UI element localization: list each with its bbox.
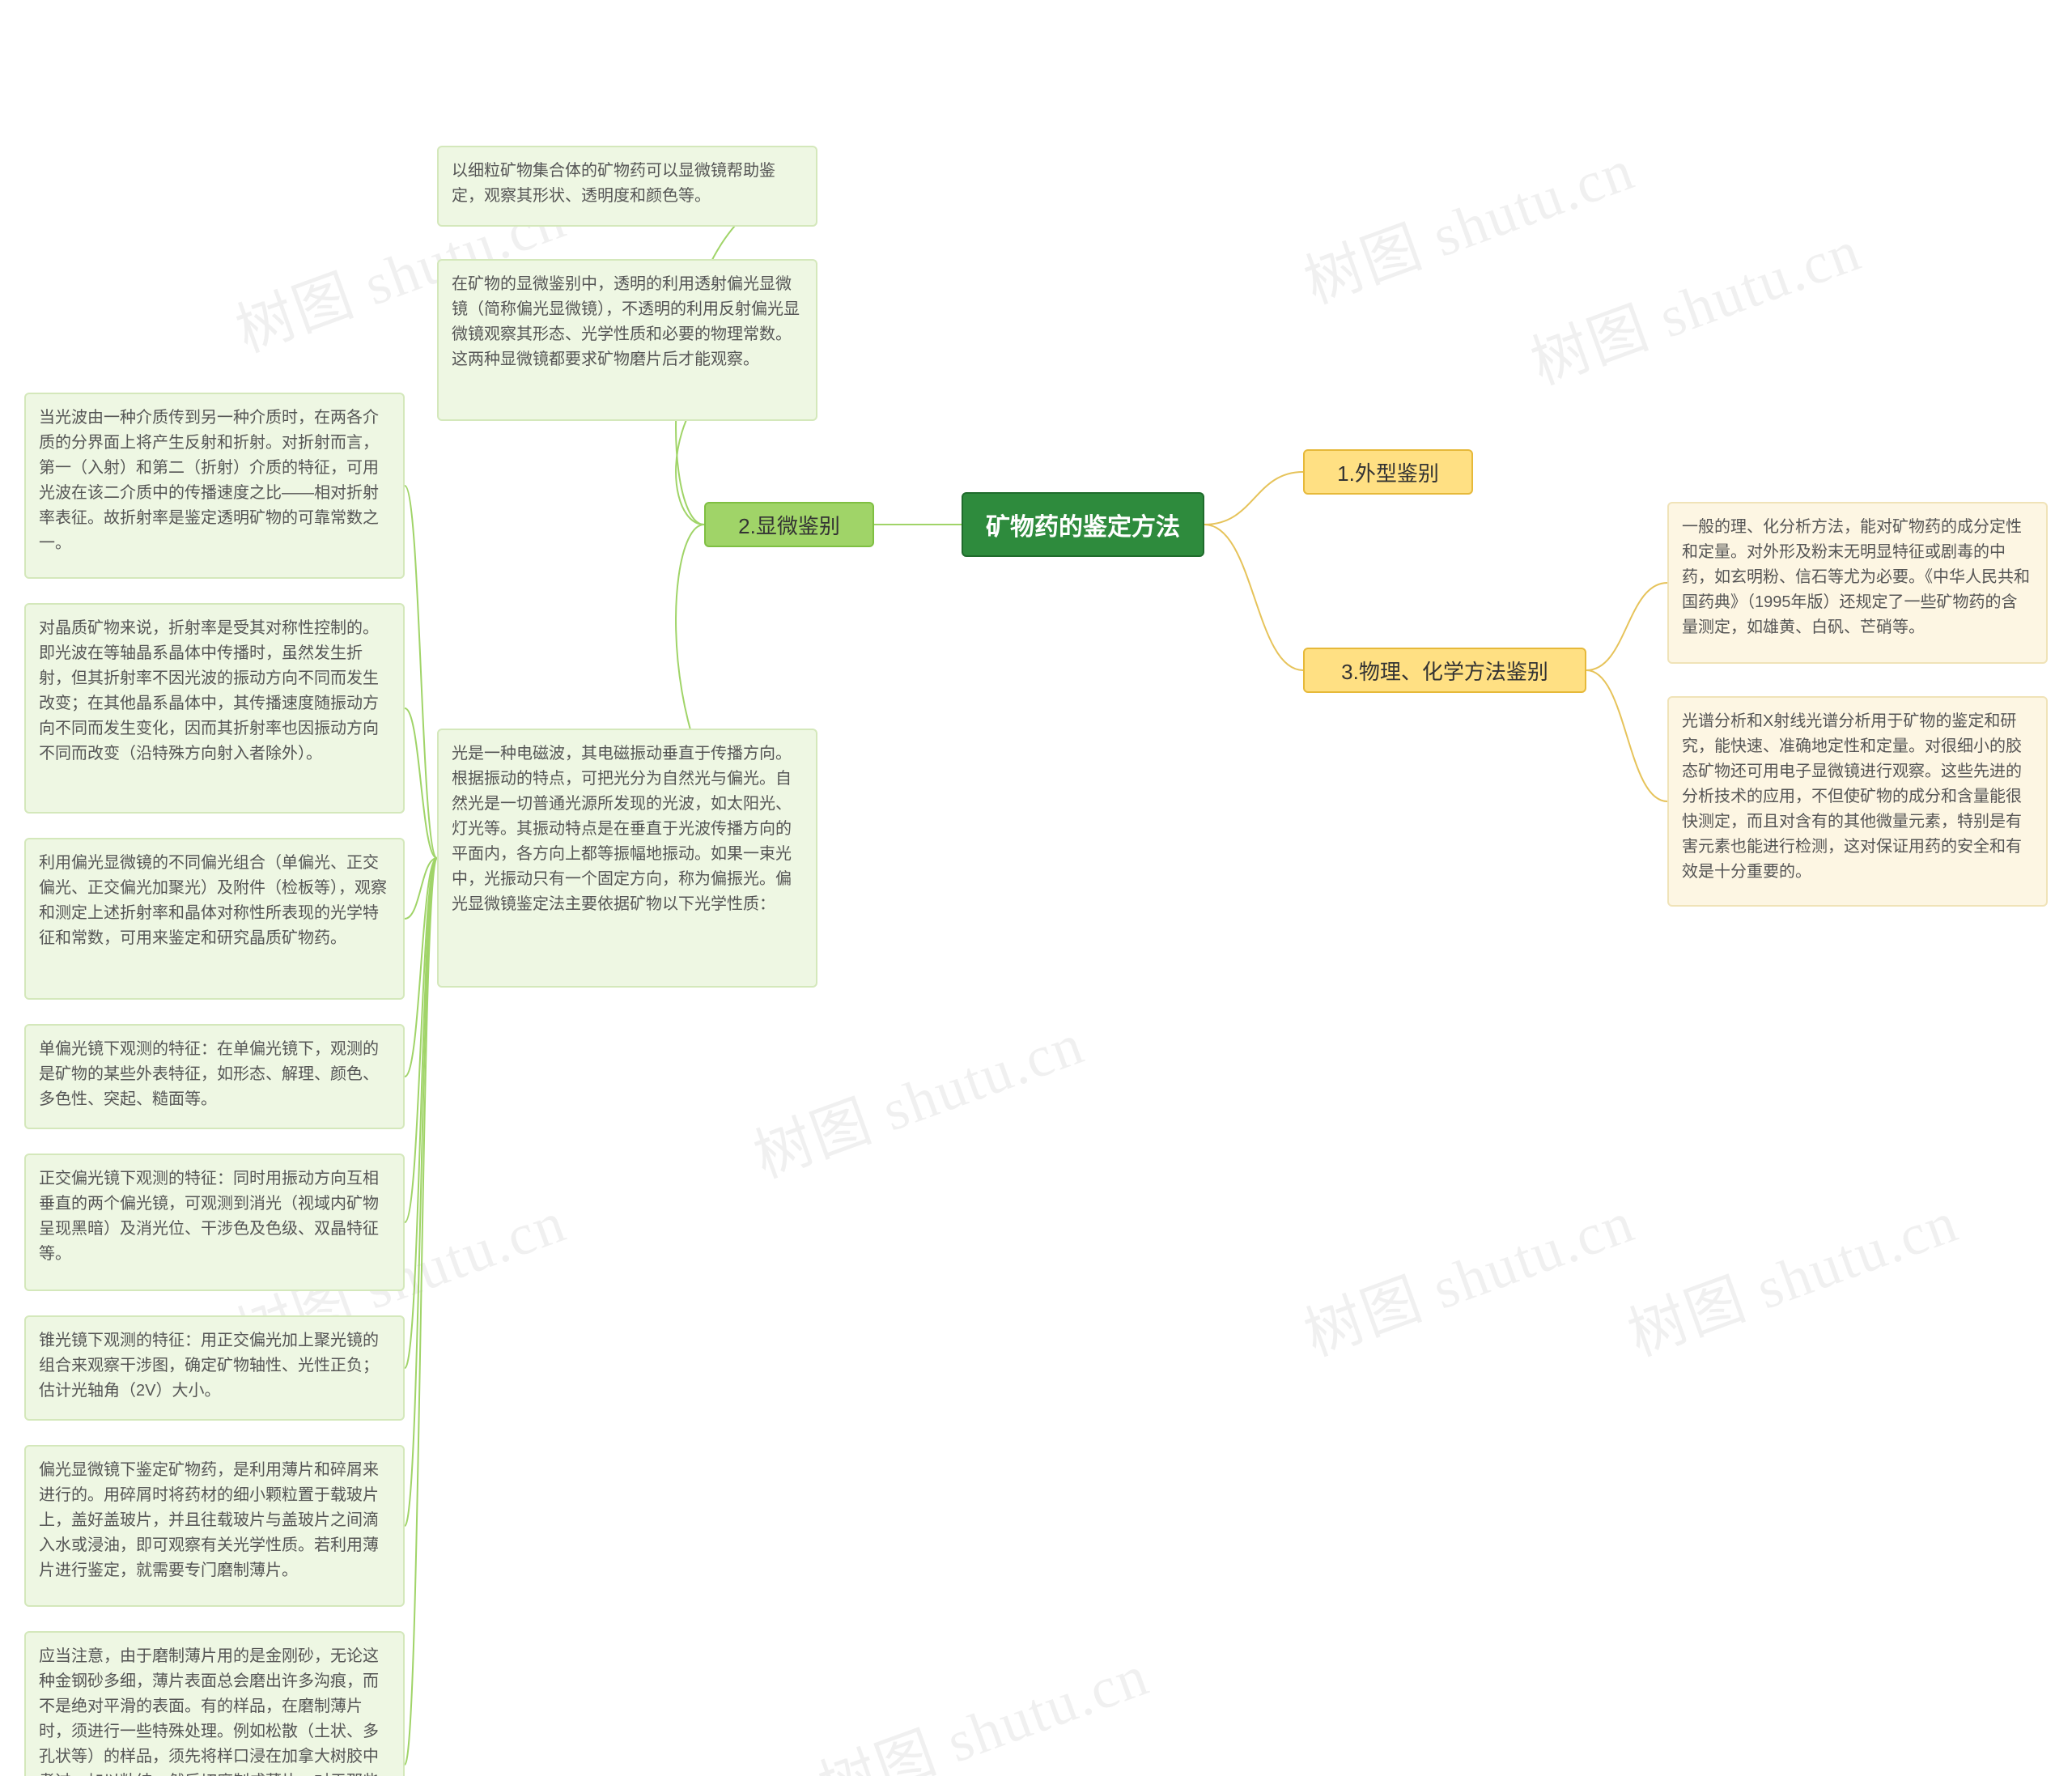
watermark: 树图 shutu.cn: [1291, 1174, 1644, 1371]
leaf-text: 锥光镜下观测的特征：用正交偏光加上聚光镜的组合来观察干涉图，确定矿物轴性、光性正…: [39, 1328, 390, 1404]
leaf-optics-4[interactable]: 单偏光镜下观测的特征：在单偏光镜下，观测的是矿物的某些外表特征，如形态、解理、颜…: [24, 1024, 405, 1129]
leaf-physchem-1[interactable]: 一般的理、化分析方法，能对矿物药的成分定性和定量。对外形及粉末无明显特征或剧毒的…: [1667, 502, 2048, 664]
leaf-text: 偏光显微镜下鉴定矿物药，是利用薄片和碎屑来进行的。用碎屑时将药材的细小颗粒置于载…: [39, 1458, 390, 1583]
leaf-text: 正交偏光镜下观测的特征：同时用振动方向互相垂直的两个偏光镜，可观测到消光（视域内…: [39, 1166, 390, 1267]
leaf-text: 对晶质矿物来说，折射率是受其对称性控制的。即光波在等轴晶系晶体中传播时，虽然发生…: [39, 616, 390, 767]
leaf-text: 光是一种电磁波，其电磁振动垂直于传播方向。根据振动的特点，可把光分为自然光与偏光…: [452, 741, 803, 917]
watermark: 树图 shutu.cn: [741, 996, 1093, 1193]
leaf-text: 利用偏光显微镜的不同偏光组合（单偏光、正交偏光、正交偏光加聚光）及附件（检板等）…: [39, 851, 390, 951]
leaf-optics-5[interactable]: 正交偏光镜下观测的特征：同时用振动方向互相垂直的两个偏光镜，可观测到消光（视域内…: [24, 1154, 405, 1291]
leaf-physchem-2[interactable]: 光谱分析和X射线光谱分析用于矿物的鉴定和研究，能快速、准确地定性和定量。对很细小…: [1667, 696, 2048, 907]
branch-microscopy[interactable]: 2.显微鉴别: [704, 502, 874, 547]
leaf-text: 在矿物的显微鉴别中，透明的利用透射偏光显微镜（简称偏光显微镜），不透明的利用反射…: [452, 272, 803, 372]
leaf-text: 以细粒矿物集合体的矿物药可以显微镜帮助鉴定，观察其形状、透明度和颜色等。: [452, 159, 803, 209]
leaf-optics-6[interactable]: 锥光镜下观测的特征：用正交偏光加上聚光镜的组合来观察干涉图，确定矿物轴性、光性正…: [24, 1315, 405, 1421]
leaf-text: 光谱分析和X射线光谱分析用于矿物的鉴定和研究，能快速、准确地定性和定量。对很细小…: [1682, 709, 2033, 885]
leaf-microscopy-2[interactable]: 在矿物的显微鉴别中，透明的利用透射偏光显微镜（简称偏光显微镜），不透明的利用反射…: [437, 259, 817, 421]
leaf-text: 当光波由一种介质传到另一种介质时，在两各介质的分界面上将产生反射和折射。对折射而…: [39, 406, 390, 556]
leaf-text: 一般的理、化分析方法，能对矿物药的成分定性和定量。对外形及粉末无明显特征或剧毒的…: [1682, 515, 2033, 640]
leaf-optics-3[interactable]: 利用偏光显微镜的不同偏光组合（单偏光、正交偏光、正交偏光加聚光）及附件（检板等）…: [24, 838, 405, 1000]
mindmap-root[interactable]: 矿物药的鉴定方法: [962, 492, 1204, 557]
watermark: 树图 shutu.cn: [1518, 202, 1870, 400]
leaf-text: 应当注意，由于磨制薄片用的是金刚砂，无论这种金钢砂多细，薄片表面总会磨出许多沟痕…: [39, 1644, 390, 1776]
watermark: 树图 shutu.cn: [1615, 1174, 1968, 1371]
leaf-text: 单偏光镜下观测的特征：在单偏光镜下，观测的是矿物的某些外表特征，如形态、解理、颜…: [39, 1037, 390, 1112]
branch-physics-chemistry[interactable]: 3.物理、化学方法鉴别: [1303, 648, 1586, 693]
leaf-microscopy-3[interactable]: 光是一种电磁波，其电磁振动垂直于传播方向。根据振动的特点，可把光分为自然光与偏光…: [437, 729, 817, 988]
watermark: 树图 shutu.cn: [805, 1627, 1158, 1776]
leaf-optics-7[interactable]: 偏光显微镜下鉴定矿物药，是利用薄片和碎屑来进行的。用碎屑时将药材的细小颗粒置于载…: [24, 1445, 405, 1607]
leaf-optics-8[interactable]: 应当注意，由于磨制薄片用的是金刚砂，无论这种金钢砂多细，薄片表面总会磨出许多沟痕…: [24, 1631, 405, 1776]
leaf-optics-1[interactable]: 当光波由一种介质传到另一种介质时，在两各介质的分界面上将产生反射和折射。对折射而…: [24, 393, 405, 579]
leaf-microscopy-1[interactable]: 以细粒矿物集合体的矿物药可以显微镜帮助鉴定，观察其形状、透明度和颜色等。: [437, 146, 817, 227]
leaf-optics-2[interactable]: 对晶质矿物来说，折射率是受其对称性控制的。即光波在等轴晶系晶体中传播时，虽然发生…: [24, 603, 405, 814]
watermark: 树图 shutu.cn: [1291, 121, 1644, 319]
branch-appearance[interactable]: 1.外型鉴别: [1303, 449, 1473, 495]
